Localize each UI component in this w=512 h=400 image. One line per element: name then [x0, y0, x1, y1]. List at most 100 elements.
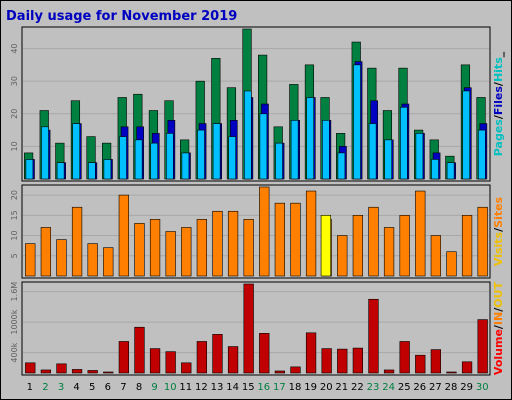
bar-volume-day-6	[103, 371, 114, 374]
legend-item: Visits	[492, 231, 505, 266]
x-tick-label: 16	[257, 382, 270, 393]
bar-sites-day-26	[415, 190, 426, 277]
legend-item: _	[492, 51, 505, 57]
bar-sites-day-13	[212, 210, 223, 277]
x-tick-label: 11	[179, 382, 192, 393]
x-tick-label: 28	[445, 382, 458, 393]
bar-pages-day-26	[415, 133, 424, 180]
y-tick-label: 5	[10, 253, 19, 258]
bar-sites-day-30	[477, 206, 488, 277]
y-tick-label: 15	[10, 210, 19, 220]
bar-volume-day-17	[274, 370, 286, 374]
bar-volume-day-27	[430, 349, 442, 374]
bar-pages-day-21	[337, 152, 346, 180]
bar-pages-day-5	[88, 162, 96, 180]
x-tick-label: 29	[460, 382, 473, 393]
bar-volume-day-2	[40, 369, 52, 374]
bar-volume-day-9	[149, 348, 161, 374]
bar-pages-day-7	[119, 136, 127, 180]
legend-item: IN	[492, 312, 505, 325]
bar-volume-day-12	[196, 341, 208, 374]
legend-item: Sites	[492, 196, 505, 227]
x-tick-label: 2	[42, 382, 48, 393]
bar-volume-day-4	[71, 369, 83, 374]
y-tick-label: 10	[10, 141, 19, 151]
bar-volume-day-19	[305, 332, 317, 374]
bar-pages-day-17	[275, 142, 283, 180]
bar-volume-day-25	[399, 341, 410, 374]
legend-item: Hits	[492, 57, 505, 82]
bar-pages-day-2	[41, 126, 49, 180]
y-tick-label: 30	[10, 76, 19, 86]
bar-pages-day-9	[150, 142, 159, 180]
legend-item: OUT	[492, 281, 505, 307]
legend-item: /	[492, 307, 505, 312]
bar-pages-day-29	[462, 90, 471, 180]
bar-sites-day-25	[399, 215, 410, 277]
bar-volume-day-22	[352, 347, 364, 374]
bar-sites-day-6	[103, 247, 114, 277]
x-tick-label: 14	[226, 382, 239, 393]
bar-sites-day-18	[290, 202, 301, 277]
x-tick-label: 7	[120, 382, 126, 393]
bar-volume-day-16	[259, 333, 270, 374]
x-tick-label: 8	[136, 382, 142, 393]
bar-pages-day-1	[25, 159, 34, 180]
bar-volume-day-24	[383, 369, 395, 374]
bar-sites-day-8	[134, 223, 145, 277]
bar-pages-day-28	[446, 162, 455, 180]
x-tick-label: 12	[195, 382, 208, 393]
bar-sites-day-1	[25, 243, 36, 277]
x-tick-label: 17	[273, 382, 286, 393]
bar-sites-day-24	[383, 227, 395, 277]
bar-pages-day-30	[477, 129, 486, 180]
x-tick-label: 15	[242, 382, 255, 393]
legend-item: Volume	[492, 329, 505, 375]
bar-pages-day-22	[353, 64, 361, 180]
bar-sites-day-29	[461, 215, 473, 277]
bar-pages-day-10	[166, 133, 174, 180]
bar-volume-day-21	[337, 348, 348, 374]
x-tick-label: 30	[476, 382, 489, 393]
bar-pages-day-18	[290, 120, 299, 180]
bar-sites-day-9	[149, 219, 161, 277]
x-tick-label: 13	[211, 382, 224, 393]
x-tick-label: 25	[398, 382, 411, 393]
x-tick-label: 20	[320, 382, 333, 393]
bar-sites-day-15	[243, 219, 254, 277]
x-tick-label: 4	[73, 382, 79, 393]
y-tick-label: 40	[10, 43, 19, 53]
legend-volume: Volume/IN/OUT	[492, 281, 505, 375]
bars-hits-files-pages	[24, 28, 488, 180]
bar-sites-day-16	[259, 186, 270, 277]
bar-volume-day-3	[56, 363, 67, 374]
bar-pages-day-16	[259, 113, 268, 180]
bar-sites-day-21	[337, 235, 348, 277]
legend-sites-visits: Visits/Sites	[492, 196, 505, 266]
bar-sites-day-17	[274, 202, 286, 277]
bar-volume-day-14	[227, 346, 239, 374]
x-tick-label: 10	[164, 382, 177, 393]
legend-item: /	[492, 324, 505, 329]
bar-pages-day-3	[56, 162, 65, 180]
bar-pages-day-4	[72, 123, 81, 180]
bar-volume-day-13	[212, 334, 223, 374]
panel-frame	[21, 281, 491, 376]
bar-pages-day-25	[399, 106, 408, 180]
bar-pages-day-13	[212, 123, 221, 180]
legend-item: /	[492, 114, 505, 119]
y-tick-label: 1.6M	[10, 282, 19, 302]
x-tick-label: 9	[151, 382, 157, 393]
bar-pages-day-24	[384, 139, 393, 180]
bar-sites-day-5	[87, 243, 98, 277]
bar-volume-day-11	[181, 362, 192, 374]
bar-pages-day-12	[197, 129, 205, 180]
legend-text: Visits/Sites	[492, 196, 505, 266]
bar-sites-day-11	[181, 227, 192, 277]
legend-text: Pages/Files/Hits_	[492, 51, 505, 156]
bar-pages-day-14	[228, 136, 237, 180]
panel-frame	[21, 26, 491, 182]
bar-pages-day-15	[244, 90, 252, 180]
legend-item: Files	[492, 86, 505, 116]
